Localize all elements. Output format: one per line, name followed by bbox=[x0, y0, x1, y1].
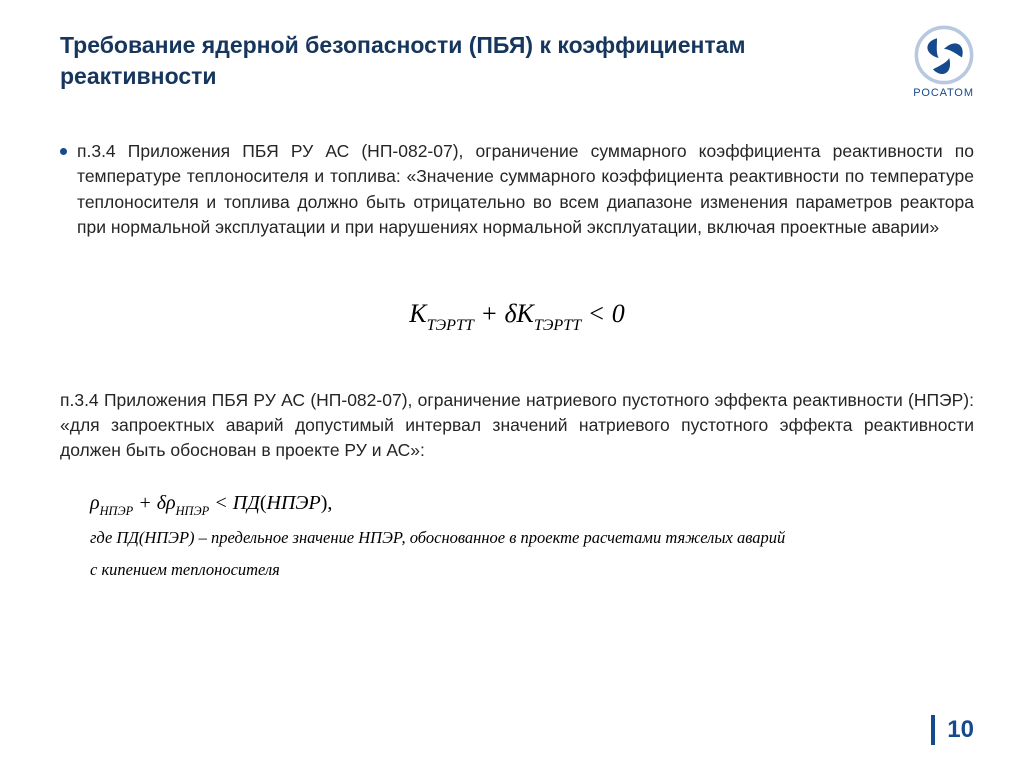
page-accent-bar bbox=[931, 715, 935, 745]
formula-1: KТЭРТТ + δKТЭРТТ < 0 bbox=[60, 299, 974, 333]
formula-note-1: где ПД(НПЭР) – предельное значение НПЭР,… bbox=[90, 524, 974, 552]
rosatom-logo-label: РОСАТОМ bbox=[913, 87, 974, 99]
formula-note-2: с кипением теплоносителя bbox=[90, 556, 974, 584]
rosatom-logo-icon bbox=[914, 25, 974, 85]
slide-title: Требование ядерной безопасности (ПБЯ) к … bbox=[60, 30, 880, 92]
rosatom-logo: РОСАТОМ bbox=[913, 25, 974, 99]
paragraph-2: п.3.4 Приложения ПБЯ РУ АС (НП-082-07), … bbox=[60, 388, 974, 464]
formula-2: ρНПЭР + δρНПЭР < ПД(НПЭР), bbox=[90, 492, 974, 518]
paragraph-1: п.3.4 Приложения ПБЯ РУ АС (НП-082-07), … bbox=[77, 139, 974, 241]
bullet-icon bbox=[60, 148, 67, 155]
page-footer: 10 bbox=[931, 715, 974, 745]
page-number: 10 bbox=[947, 716, 974, 744]
